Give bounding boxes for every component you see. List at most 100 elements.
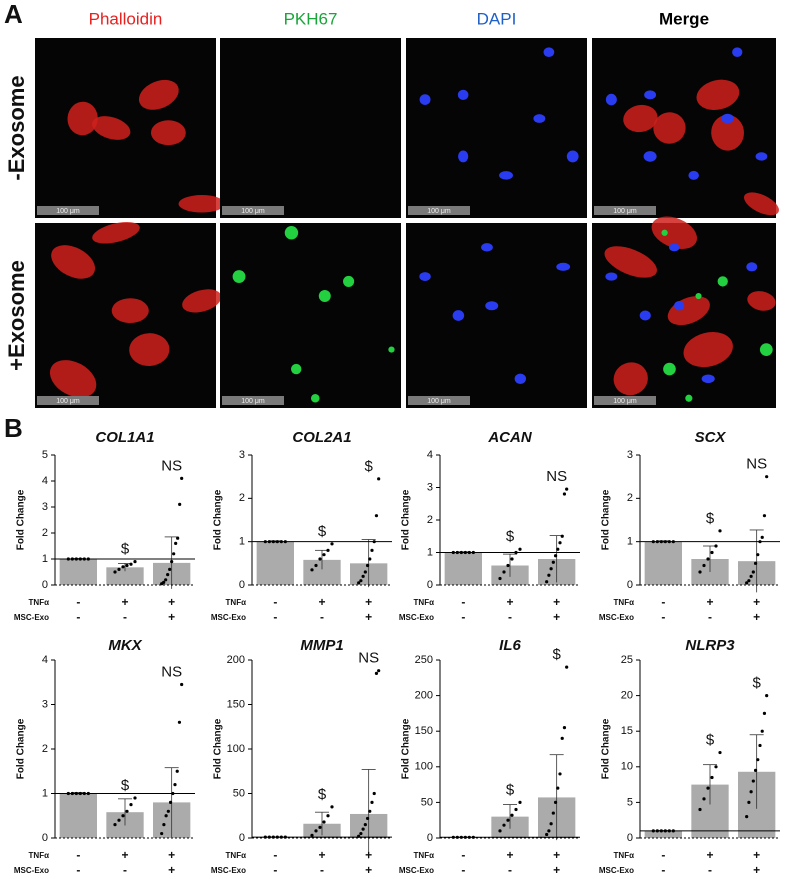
x-row-label: - bbox=[661, 595, 665, 609]
column-header: Phalloidin bbox=[89, 9, 163, 28]
x-row-label: - bbox=[461, 595, 465, 609]
data-point bbox=[556, 786, 560, 790]
y-tick-label: 5 bbox=[627, 796, 633, 808]
nucleus bbox=[643, 151, 657, 162]
image-background bbox=[220, 223, 401, 408]
column-header: PKH67 bbox=[284, 9, 338, 28]
data-point bbox=[314, 563, 318, 568]
vesicle bbox=[685, 394, 693, 402]
significance-label: $ bbox=[318, 523, 327, 540]
data-point bbox=[322, 820, 326, 824]
panel-label: A bbox=[4, 0, 23, 29]
data-point bbox=[357, 581, 361, 585]
nucleus bbox=[605, 93, 617, 106]
x-row-label: + bbox=[753, 610, 760, 624]
y-axis-label: Fold Change bbox=[601, 718, 612, 779]
micrograph: 100 μm bbox=[220, 223, 401, 408]
data-point bbox=[562, 492, 567, 496]
data-point bbox=[359, 831, 363, 836]
data-point bbox=[314, 829, 318, 833]
data-point bbox=[560, 736, 564, 740]
nucleus bbox=[458, 150, 469, 163]
nucleus bbox=[485, 301, 499, 311]
x-row-name: TNFα bbox=[29, 598, 50, 607]
data-point bbox=[177, 720, 182, 724]
x-row-label: + bbox=[168, 848, 175, 862]
scale-bar-label: 100 μm bbox=[241, 398, 265, 405]
scale-bar-label: 100 μm bbox=[427, 208, 451, 215]
data-point bbox=[702, 563, 706, 568]
x-row-label: + bbox=[121, 848, 128, 862]
y-tick-label: 1 bbox=[627, 536, 633, 548]
y-tick-label: 0 bbox=[42, 832, 48, 844]
x-row-label: + bbox=[553, 595, 560, 609]
data-point bbox=[326, 548, 330, 552]
data-point bbox=[549, 567, 553, 571]
vesicle bbox=[663, 362, 676, 376]
x-row-label: + bbox=[168, 863, 175, 877]
x-row-label: + bbox=[553, 610, 560, 624]
image-background bbox=[406, 223, 587, 408]
data-point bbox=[318, 557, 322, 561]
significance-label: $ bbox=[552, 646, 561, 663]
data-point bbox=[718, 750, 722, 755]
bar bbox=[644, 830, 682, 838]
data-point bbox=[760, 729, 764, 733]
data-point bbox=[168, 567, 172, 572]
data-point bbox=[162, 580, 166, 585]
nucleus bbox=[688, 170, 699, 180]
data-point bbox=[330, 542, 334, 546]
cell bbox=[111, 298, 149, 324]
x-row-label: + bbox=[365, 848, 372, 862]
y-tick-label: 200 bbox=[415, 690, 433, 702]
y-tick-label: 4 bbox=[42, 654, 48, 666]
data-point bbox=[698, 570, 702, 574]
x-row-label: - bbox=[123, 610, 127, 624]
scale-bar bbox=[408, 206, 470, 215]
nucleus bbox=[419, 272, 431, 281]
image-background bbox=[406, 38, 587, 218]
x-row-label: - bbox=[461, 848, 465, 862]
data-point bbox=[710, 775, 714, 780]
x-row-label: + bbox=[506, 595, 513, 609]
cell bbox=[182, 289, 222, 313]
x-row-label: + bbox=[753, 863, 760, 877]
y-tick-label: 3 bbox=[42, 698, 48, 710]
micrograph: 100 μm bbox=[592, 38, 779, 218]
x-row-name: MSC-Exo bbox=[599, 613, 634, 622]
x-row-name: TNFα bbox=[226, 851, 247, 860]
data-point bbox=[498, 576, 502, 581]
data-point bbox=[368, 809, 372, 813]
x-row-name: TNFα bbox=[614, 598, 635, 607]
data-point bbox=[310, 568, 314, 572]
data-point bbox=[506, 563, 510, 568]
scale-bar-label: 100 μm bbox=[56, 208, 80, 215]
x-row-label: - bbox=[273, 595, 277, 609]
data-point bbox=[310, 833, 314, 837]
vesicle bbox=[717, 276, 728, 287]
data-point bbox=[361, 827, 365, 831]
data-point bbox=[758, 743, 762, 748]
vesicle bbox=[343, 275, 355, 287]
vesicle bbox=[310, 393, 320, 403]
x-row-name: TNFα bbox=[414, 598, 435, 607]
y-tick-label: 3 bbox=[427, 481, 433, 493]
y-tick-label: 20 bbox=[621, 690, 633, 702]
data-point bbox=[370, 800, 374, 805]
x-row-label: - bbox=[708, 863, 712, 877]
y-tick-label: 3 bbox=[627, 449, 633, 461]
x-row-label: - bbox=[76, 863, 80, 877]
data-point bbox=[765, 694, 769, 698]
x-row-label: + bbox=[121, 595, 128, 609]
x-row-name: TNFα bbox=[226, 598, 247, 607]
data-point bbox=[117, 818, 121, 822]
y-tick-label: 3 bbox=[239, 449, 245, 461]
y-tick-label: 2 bbox=[239, 492, 245, 504]
y-tick-label: 0 bbox=[42, 579, 48, 591]
data-point bbox=[168, 800, 173, 805]
data-point bbox=[706, 557, 710, 561]
x-row-label: + bbox=[365, 595, 372, 609]
data-point bbox=[510, 557, 514, 561]
data-point bbox=[322, 553, 326, 557]
